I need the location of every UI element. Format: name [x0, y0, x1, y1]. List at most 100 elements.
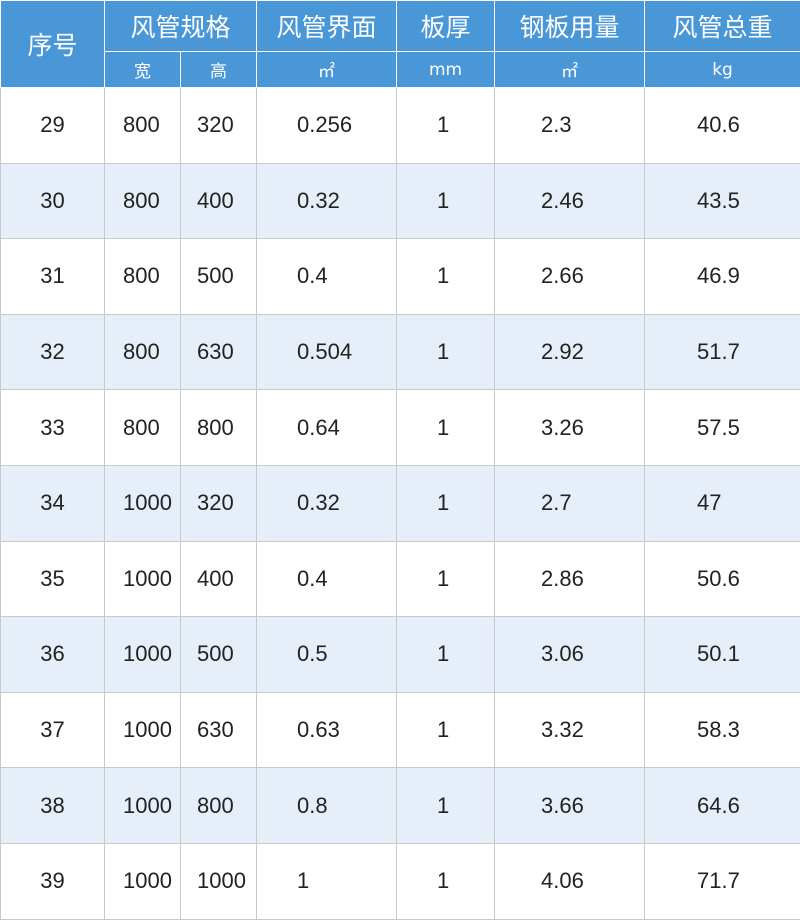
table-body: 29 800 320 0.256 1 2.3 40.6 30 800 400 0… [1, 88, 800, 920]
header-area-unit: ㎡ [257, 52, 397, 88]
cell-area: 1 [257, 843, 397, 919]
cell-thickness: 1 [397, 163, 495, 239]
header-height: 高 [181, 52, 257, 88]
cell-weight: 47 [645, 465, 800, 541]
cell-thickness: 1 [397, 692, 495, 768]
cell-weight: 58.3 [645, 692, 800, 768]
cell-thickness: 1 [397, 617, 495, 693]
cell-area: 0.504 [257, 314, 397, 390]
cell-area: 0.32 [257, 465, 397, 541]
cell-height: 320 [181, 88, 257, 164]
header-area: 风管界面 [257, 1, 397, 52]
cell-area: 0.64 [257, 390, 397, 466]
cell-height: 320 [181, 465, 257, 541]
cell-area: 0.256 [257, 88, 397, 164]
cell-width: 800 [105, 390, 181, 466]
cell-weight: 64.6 [645, 768, 800, 844]
table-row: 32 800 630 0.504 1 2.92 51.7 [1, 314, 800, 390]
cell-steel: 3.66 [495, 768, 645, 844]
header-weight: 风管总重 [645, 1, 800, 52]
cell-height: 630 [181, 692, 257, 768]
cell-steel: 2.92 [495, 314, 645, 390]
cell-width: 1000 [105, 843, 181, 919]
cell-height: 1000 [181, 843, 257, 919]
cell-weight: 51.7 [645, 314, 800, 390]
header-no: 序号 [1, 1, 105, 88]
cell-thickness: 1 [397, 541, 495, 617]
table-row: 29 800 320 0.256 1 2.3 40.6 [1, 88, 800, 164]
cell-steel: 2.3 [495, 88, 645, 164]
cell-weight: 71.7 [645, 843, 800, 919]
table-row: 36 1000 500 0.5 1 3.06 50.1 [1, 617, 800, 693]
table-row: 35 1000 400 0.4 1 2.86 50.6 [1, 541, 800, 617]
cell-thickness: 1 [397, 768, 495, 844]
cell-thickness: 1 [397, 239, 495, 315]
cell-no: 31 [1, 239, 105, 315]
cell-width: 800 [105, 163, 181, 239]
cell-height: 400 [181, 541, 257, 617]
table-row: 38 1000 800 0.8 1 3.66 64.6 [1, 768, 800, 844]
cell-weight: 40.6 [645, 88, 800, 164]
header-spec: 风管规格 [105, 1, 257, 52]
table-row: 33 800 800 0.64 1 3.26 57.5 [1, 390, 800, 466]
cell-steel: 2.86 [495, 541, 645, 617]
cell-thickness: 1 [397, 843, 495, 919]
cell-no: 38 [1, 768, 105, 844]
cell-no: 32 [1, 314, 105, 390]
cell-width: 1000 [105, 768, 181, 844]
cell-height: 500 [181, 617, 257, 693]
cell-steel: 3.06 [495, 617, 645, 693]
table-row: 31 800 500 0.4 1 2.66 46.9 [1, 239, 800, 315]
cell-weight: 43.5 [645, 163, 800, 239]
cell-height: 800 [181, 768, 257, 844]
cell-height: 500 [181, 239, 257, 315]
cell-no: 29 [1, 88, 105, 164]
cell-thickness: 1 [397, 390, 495, 466]
header-thickness-unit: mm [397, 52, 495, 88]
table-row: 39 1000 1000 1 1 4.06 71.7 [1, 843, 800, 919]
cell-weight: 50.1 [645, 617, 800, 693]
cell-height: 400 [181, 163, 257, 239]
cell-height: 630 [181, 314, 257, 390]
cell-area: 0.32 [257, 163, 397, 239]
table-row: 37 1000 630 0.63 1 3.32 58.3 [1, 692, 800, 768]
cell-width: 1000 [105, 617, 181, 693]
cell-width: 800 [105, 88, 181, 164]
cell-thickness: 1 [397, 465, 495, 541]
cell-width: 800 [105, 239, 181, 315]
header-steel: 钢板用量 [495, 1, 645, 52]
table-row: 34 1000 320 0.32 1 2.7 47 [1, 465, 800, 541]
header-thickness: 板厚 [397, 1, 495, 52]
cell-width: 1000 [105, 541, 181, 617]
cell-area: 0.4 [257, 239, 397, 315]
cell-weight: 57.5 [645, 390, 800, 466]
cell-width: 1000 [105, 692, 181, 768]
header-weight-unit: kg [645, 52, 800, 88]
cell-no: 35 [1, 541, 105, 617]
cell-thickness: 1 [397, 88, 495, 164]
cell-no: 37 [1, 692, 105, 768]
header-steel-unit: ㎡ [495, 52, 645, 88]
cell-steel: 2.66 [495, 239, 645, 315]
cell-weight: 50.6 [645, 541, 800, 617]
cell-height: 800 [181, 390, 257, 466]
cell-width: 800 [105, 314, 181, 390]
cell-no: 36 [1, 617, 105, 693]
cell-thickness: 1 [397, 314, 495, 390]
cell-weight: 46.9 [645, 239, 800, 315]
cell-no: 34 [1, 465, 105, 541]
cell-steel: 2.7 [495, 465, 645, 541]
cell-area: 0.63 [257, 692, 397, 768]
cell-no: 39 [1, 843, 105, 919]
table-header: 序号 风管规格 风管界面 板厚 钢板用量 风管总重 宽 高 ㎡ mm ㎡ kg [1, 1, 800, 88]
cell-width: 1000 [105, 465, 181, 541]
header-width: 宽 [105, 52, 181, 88]
cell-area: 0.5 [257, 617, 397, 693]
cell-area: 0.8 [257, 768, 397, 844]
cell-steel: 3.26 [495, 390, 645, 466]
cell-area: 0.4 [257, 541, 397, 617]
cell-steel: 3.32 [495, 692, 645, 768]
cell-steel: 2.46 [495, 163, 645, 239]
cell-no: 30 [1, 163, 105, 239]
